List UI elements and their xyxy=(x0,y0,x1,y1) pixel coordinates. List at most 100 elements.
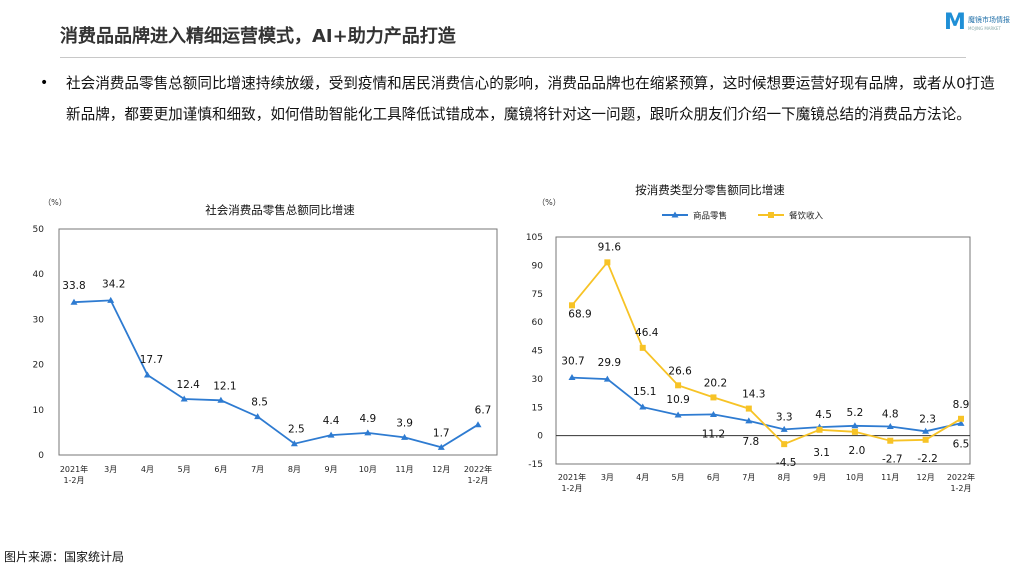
data-label: -4.5 xyxy=(776,457,797,469)
y-tick-label: 45 xyxy=(532,347,543,357)
x-tick-label: 10月 xyxy=(359,465,377,474)
data-point xyxy=(886,423,894,430)
y-axis-unit: （%） xyxy=(43,198,67,207)
x-tick-label: 11月 xyxy=(395,465,413,474)
data-label: 4.4 xyxy=(323,415,340,427)
data-label: 30.7 xyxy=(561,356,584,368)
data-label: 4.8 xyxy=(882,409,899,421)
data-label: 11.2 xyxy=(702,428,725,440)
data-point xyxy=(603,375,611,382)
data-point xyxy=(887,437,894,444)
data-label: 4.9 xyxy=(359,413,376,425)
data-point xyxy=(675,382,682,389)
x-tick-label: 10月 xyxy=(846,473,864,482)
logo-subtitle: MOJING MARKET xyxy=(968,26,1001,31)
data-label: 6.5 xyxy=(953,438,970,450)
y-tick-label: 105 xyxy=(526,233,543,243)
y-tick-label: 75 xyxy=(532,290,543,300)
data-label: 91.6 xyxy=(598,241,622,253)
y-tick-label: 30 xyxy=(532,375,544,385)
x-tick-label: 8月 xyxy=(778,473,791,482)
x-tick-label: 11月 xyxy=(881,473,899,482)
x-tick-label: 7月 xyxy=(251,465,264,474)
data-point xyxy=(604,259,611,266)
data-label: 3.9 xyxy=(396,417,413,429)
data-label: 33.8 xyxy=(62,280,85,292)
data-point xyxy=(745,417,753,424)
legend-marker xyxy=(671,211,679,218)
data-label: 2.3 xyxy=(919,413,936,425)
x-tick-label: 12月 xyxy=(917,473,935,482)
data-label: -2.7 xyxy=(882,454,903,466)
data-point xyxy=(107,296,115,303)
data-point xyxy=(710,394,717,401)
data-point xyxy=(816,426,823,433)
data-label: 3.3 xyxy=(776,411,793,423)
plot-frame xyxy=(58,228,498,456)
bullet-text: 社会消费品零售总额同比增速持续放缓，受到疫情和居民消费信心的影响，消费品品牌也在… xyxy=(66,75,995,123)
data-label: 2.0 xyxy=(849,445,866,457)
x-tick-label: 5月 xyxy=(672,473,685,482)
data-label: 8.9 xyxy=(953,399,970,411)
page-title: 消费品品牌进入精细运营模式，AI+助力产品打造 xyxy=(60,26,456,47)
data-point xyxy=(327,431,335,438)
x-tick-label: 2021年 xyxy=(60,464,88,474)
series-line xyxy=(571,376,962,433)
data-point xyxy=(957,419,965,426)
x-tick-label: 1-2月 xyxy=(467,476,488,485)
chart-title: 按消费类型分零售额同比增速 xyxy=(635,183,785,197)
data-label: 5.2 xyxy=(847,407,864,419)
header-divider xyxy=(60,57,966,58)
y-axis-unit: （%） xyxy=(537,198,561,207)
y-tick-label: 30 xyxy=(33,315,45,325)
data-point xyxy=(70,298,78,305)
data-label: 1.7 xyxy=(433,427,450,439)
legend-marker xyxy=(768,212,774,218)
y-tick-label: 15 xyxy=(532,403,543,413)
data-label: 10.9 xyxy=(666,394,689,406)
data-label: 26.6 xyxy=(668,365,692,377)
legend-label: 商品零售 xyxy=(693,211,727,222)
plot-frame xyxy=(555,236,971,465)
x-tick-label: 2022年 xyxy=(464,464,492,474)
data-point xyxy=(639,344,646,351)
data-point xyxy=(217,396,225,403)
data-label: 12.1 xyxy=(213,380,236,392)
source-note: 图片来源：国家统计局 xyxy=(4,550,125,564)
data-point xyxy=(780,425,788,432)
data-point xyxy=(143,371,151,378)
y-tick-label: 90 xyxy=(532,261,544,271)
x-tick-label: 5月 xyxy=(178,465,191,474)
data-label: 6.7 xyxy=(475,405,492,417)
data-label: 34.2 xyxy=(102,278,125,290)
data-point xyxy=(745,405,752,412)
x-tick-label: 4月 xyxy=(141,465,154,474)
data-label: 7.8 xyxy=(742,436,759,448)
x-tick-label: 9月 xyxy=(325,465,338,474)
data-point xyxy=(674,411,682,418)
data-point xyxy=(474,421,482,428)
data-point xyxy=(958,415,964,422)
y-tick-label: 0 xyxy=(38,451,44,461)
data-point xyxy=(569,302,575,309)
series-line xyxy=(73,299,479,449)
data-point xyxy=(401,433,409,440)
legend-label: 餐饮收入 xyxy=(789,211,824,222)
x-tick-label: 8月 xyxy=(288,465,301,474)
x-tick-label: 7月 xyxy=(742,473,755,482)
data-label: 20.2 xyxy=(704,377,727,389)
data-label: 8.5 xyxy=(251,397,268,409)
data-point xyxy=(639,403,647,410)
data-point xyxy=(254,413,262,420)
y-tick-label: 40 xyxy=(33,270,45,280)
data-point xyxy=(364,429,372,436)
data-label: 15.1 xyxy=(633,386,656,398)
brand-logo: M 魔镜市场情报 MOJING MARKET xyxy=(944,11,1014,37)
data-label: 3.1 xyxy=(813,447,830,459)
y-tick-label: 20 xyxy=(33,361,45,371)
data-point xyxy=(922,436,929,443)
data-label: 4.5 xyxy=(815,409,832,421)
series-line xyxy=(571,260,962,446)
